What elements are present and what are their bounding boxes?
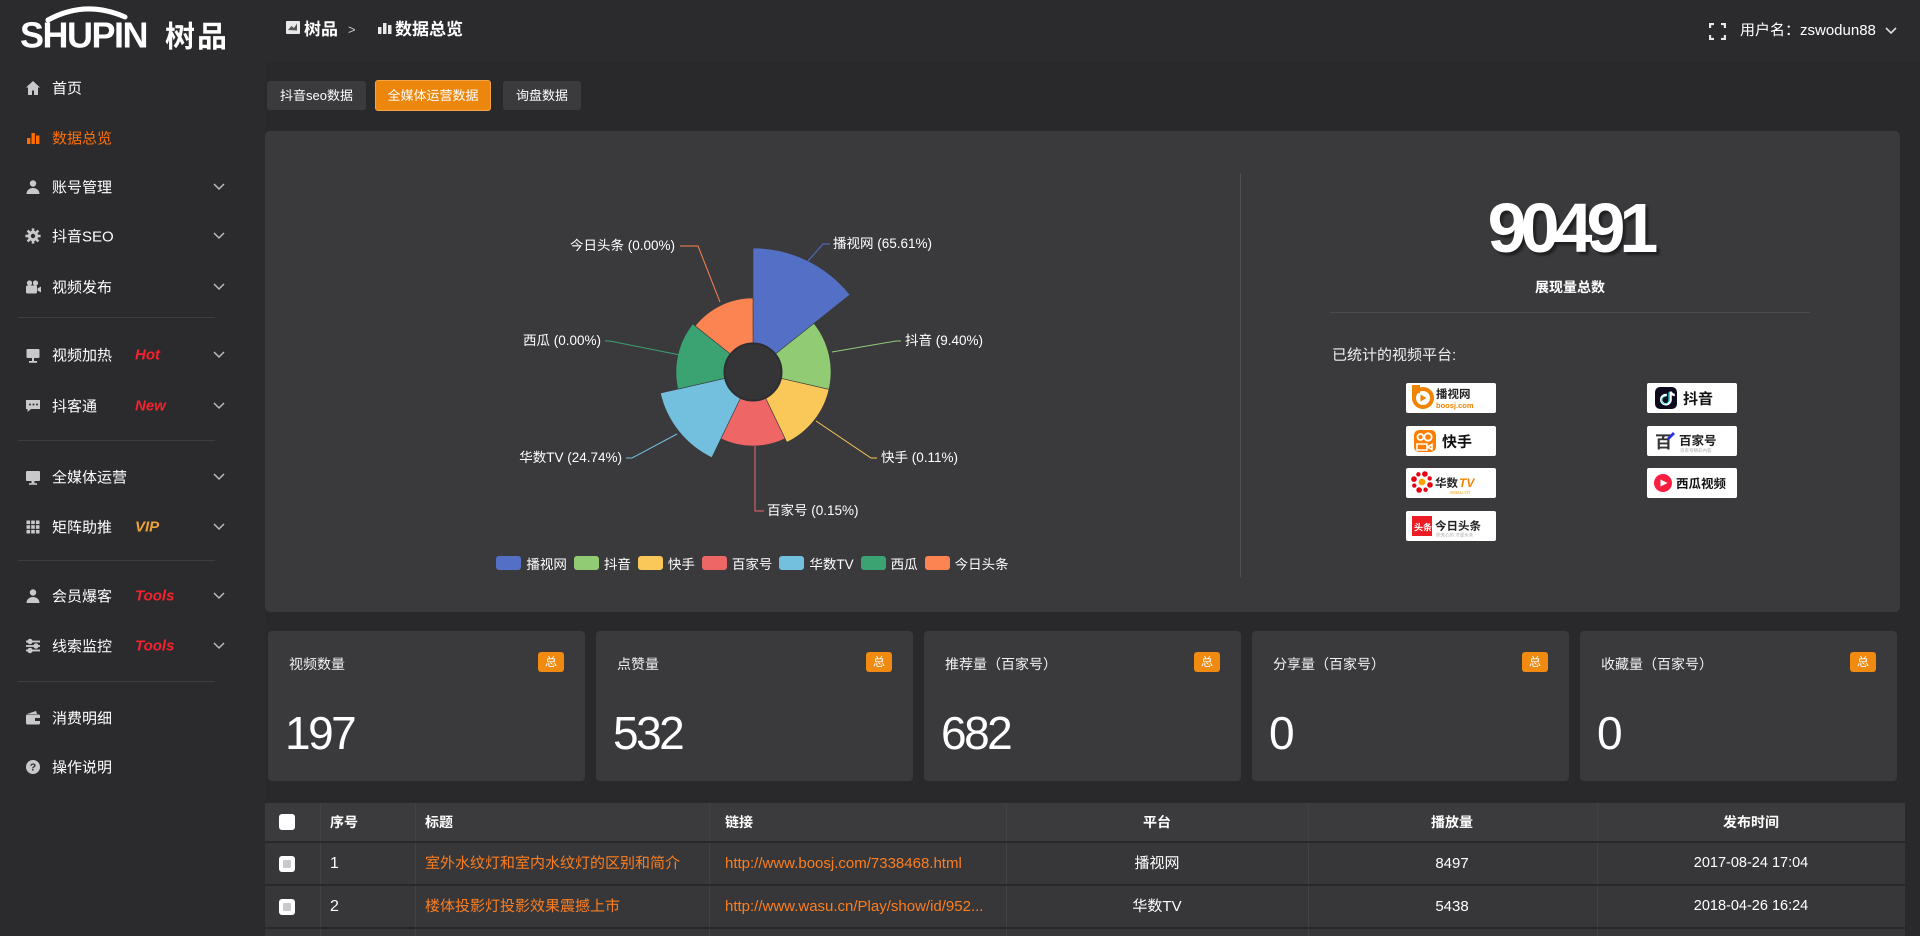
svg-text:百家号 (0.15%): 百家号 (0.15%) [767, 503, 859, 518]
svg-text:?: ? [30, 762, 36, 774]
svg-text:抖音 (9.40%): 抖音 (9.40%) [905, 333, 983, 348]
svg-text:今日头条 (0.00%): 今日头条 (0.00%) [570, 238, 675, 253]
svg-text:华数: 华数 [1435, 477, 1458, 490]
svg-text:今日头条: 今日头条 [1435, 520, 1481, 533]
svg-text:wasu.cn: wasu.cn [1449, 490, 1470, 496]
svg-text:西瓜视频: 西瓜视频 [1676, 477, 1727, 491]
svg-text:树品: 树品 [304, 20, 338, 39]
svg-text:播视网 (65.61%): 播视网 (65.61%) [833, 236, 932, 251]
svg-text:百家号精彩内容: 百家号精彩内容 [1680, 447, 1712, 454]
svg-text:百家号: 百家号 [1679, 434, 1717, 448]
svg-text:树品: 树品 [165, 21, 229, 54]
svg-text:boosj.com: boosj.com [1436, 401, 1474, 410]
svg-text:数据总览: 数据总览 [395, 20, 463, 39]
svg-text:西瓜 (0.00%): 西瓜 (0.00%) [523, 333, 601, 348]
svg-text:快手 (0.11%): 快手 (0.11%) [881, 450, 958, 465]
svg-text:你关心的 才是头条: 你关心的 才是头条 [1436, 532, 1474, 539]
svg-text:>: > [348, 22, 356, 37]
svg-text:头条: 头条 [1414, 523, 1432, 533]
svg-text:抖音: 抖音 [1683, 391, 1713, 408]
svg-text:华数TV (24.74%): 华数TV (24.74%) [519, 450, 622, 465]
svg-text:SHUPIN: SHUPIN [20, 15, 147, 56]
svg-text:快手: 快手 [1442, 434, 1472, 451]
svg-text:TV: TV [1459, 476, 1475, 490]
svg-text:播视网: 播视网 [1436, 388, 1471, 401]
